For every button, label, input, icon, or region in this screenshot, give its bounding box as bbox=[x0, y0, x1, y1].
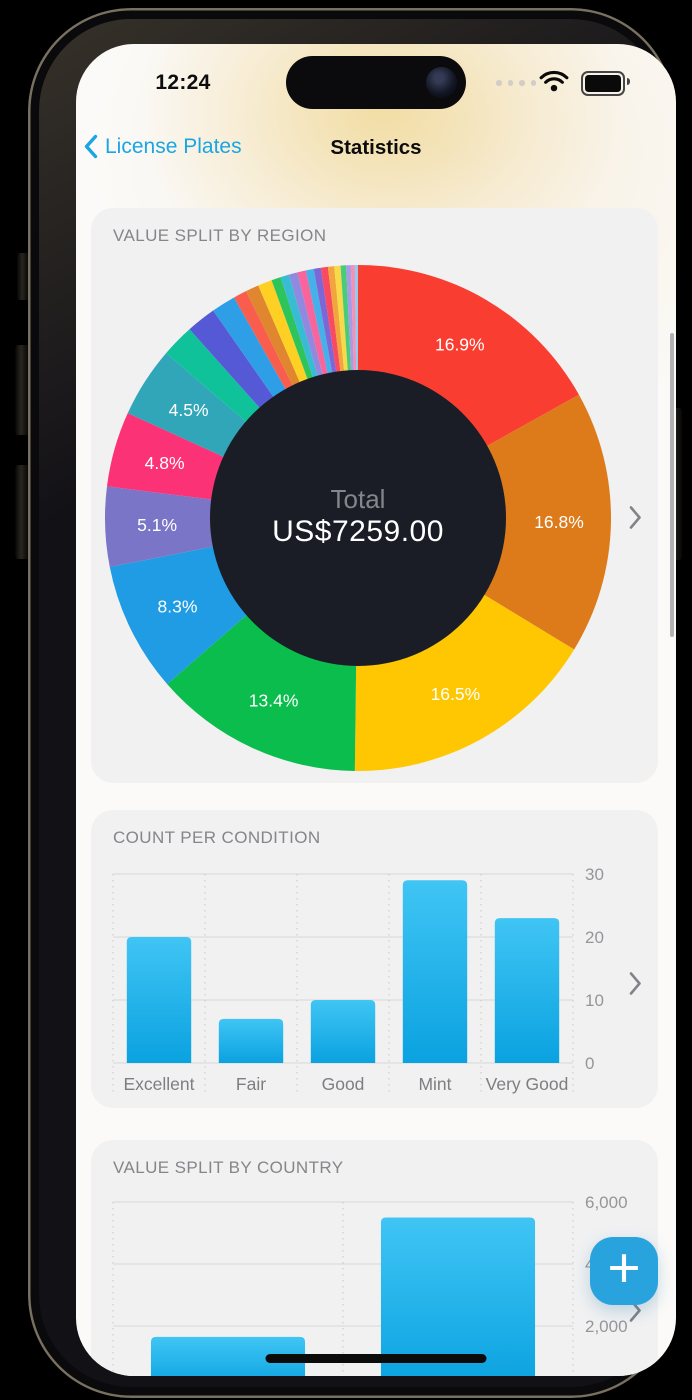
home-indicator[interactable] bbox=[265, 1354, 487, 1363]
action-button bbox=[17, 253, 29, 300]
dynamic-island bbox=[286, 56, 466, 109]
wifi-icon bbox=[539, 70, 569, 92]
phone-screen: 12:24 License Plates bbox=[76, 44, 676, 1376]
svg-text:4.8%: 4.8% bbox=[145, 453, 185, 473]
svg-text:Mint: Mint bbox=[418, 1074, 451, 1094]
chevron-right-icon[interactable] bbox=[629, 971, 642, 996]
svg-text:Good: Good bbox=[322, 1074, 365, 1094]
svg-text:Excellent: Excellent bbox=[123, 1074, 194, 1094]
value-split-by-region-card[interactable]: VALUE SPLIT BY REGION 16.9% 16.8% 16.5% 13.… bbox=[91, 208, 658, 783]
svg-text:6,000: 6,000 bbox=[585, 1193, 628, 1212]
scrollbar[interactable] bbox=[670, 333, 674, 637]
svg-text:16.8%: 16.8% bbox=[534, 512, 584, 532]
svg-text:5.1%: 5.1% bbox=[137, 515, 177, 535]
card-title: VALUE SPLIT BY COUNTRY bbox=[113, 1158, 344, 1177]
status-time: 12:24 bbox=[155, 71, 211, 94]
chevron-right-icon[interactable] bbox=[629, 505, 642, 530]
svg-text:US$7259.00: US$7259.00 bbox=[272, 515, 444, 548]
card-title: VALUE SPLIT BY REGION bbox=[113, 226, 327, 245]
front-camera-icon bbox=[426, 67, 457, 98]
condition-bar-chart: 0 10 20 30 Excellent Fair Good Mint Very Good bbox=[112, 865, 604, 1095]
svg-text:8.3%: 8.3% bbox=[158, 596, 198, 616]
nav-bar: License Plates Statistics bbox=[76, 130, 676, 174]
svg-text:10: 10 bbox=[585, 991, 604, 1010]
chevron-left-icon bbox=[84, 134, 98, 159]
svg-text:Total: Total bbox=[331, 484, 386, 514]
svg-text:20: 20 bbox=[585, 928, 604, 947]
volume-down-button bbox=[15, 465, 29, 559]
back-button[interactable]: License Plates bbox=[84, 134, 242, 159]
battery-icon bbox=[581, 71, 630, 96]
svg-text:13.4%: 13.4% bbox=[249, 690, 299, 710]
phone-frame: 12:24 License Plates bbox=[28, 8, 676, 1398]
svg-text:16.9%: 16.9% bbox=[435, 335, 485, 355]
svg-text:0: 0 bbox=[585, 1054, 594, 1073]
count-per-condition-card[interactable]: COUNT PER CONDITION 0 10 20 30 Excellent Fair… bbox=[91, 810, 658, 1108]
cellular-signal-icon bbox=[496, 80, 536, 86]
plus-icon: + bbox=[607, 1235, 641, 1300]
svg-text:30: 30 bbox=[585, 865, 604, 884]
svg-text:16.5%: 16.5% bbox=[431, 684, 481, 704]
card-title: COUNT PER CONDITION bbox=[113, 828, 321, 847]
svg-text:2,000: 2,000 bbox=[585, 1317, 628, 1336]
svg-text:Very Good: Very Good bbox=[486, 1074, 569, 1094]
back-button-label: License Plates bbox=[105, 134, 242, 158]
region-donut-chart: 16.9% 16.8% 16.5% 13.4% 8.3% 5.1% 4.8% 4.5% Tota… bbox=[104, 265, 611, 771]
volume-up-button bbox=[15, 345, 29, 435]
page-title: Statistics bbox=[330, 136, 422, 159]
svg-text:Fair: Fair bbox=[236, 1074, 266, 1094]
add-button[interactable]: + bbox=[590, 1237, 658, 1305]
svg-text:4.5%: 4.5% bbox=[169, 400, 209, 420]
